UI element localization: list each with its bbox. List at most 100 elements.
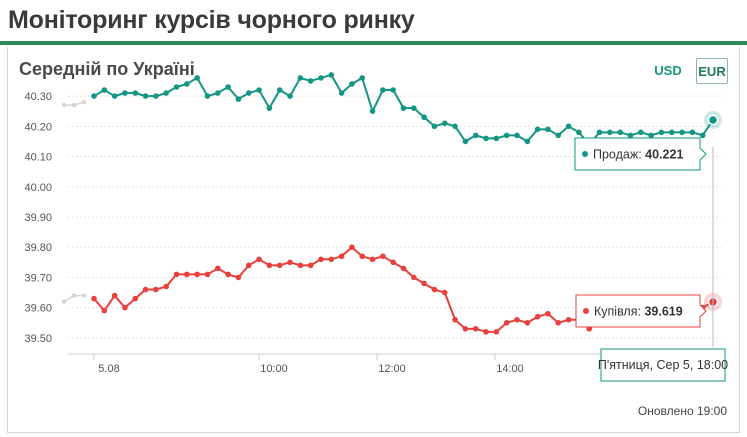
y-tick-label: 39.90: [24, 212, 52, 224]
sell-prev-day-point: [61, 102, 67, 108]
x-axis-ticks: 5.08 10:00 12:00 14:00: [98, 363, 523, 375]
y-tick-label: 39.60: [24, 303, 52, 315]
sell-point: [276, 87, 283, 93]
sell-tooltip-box: [574, 137, 707, 171]
buy-point: [452, 316, 458, 323]
buy-point: [472, 326, 479, 332]
sell-point: [122, 90, 128, 96]
time-tooltip-box: [600, 348, 726, 382]
buy-point: [411, 274, 417, 281]
buy-point: [297, 262, 304, 269]
title-underline: [0, 41, 747, 45]
sell-point: [462, 138, 469, 145]
currency-eur-button[interactable]: EUR: [696, 58, 728, 84]
sell-point: [173, 84, 180, 90]
sell-point: [318, 75, 324, 81]
sell-point: [256, 87, 262, 93]
buy-point: [287, 259, 293, 266]
buy-point: [421, 280, 427, 287]
sell-point: [297, 75, 304, 81]
sell-point: [111, 93, 118, 99]
buy-point: [245, 262, 252, 269]
buy-point: [514, 316, 520, 323]
rate-chart[interactable]: 39.50 39.60 39.70 39.80 39.90 40.00 40.10 40.20…: [8, 47, 741, 433]
buy-point: [184, 271, 190, 278]
buy-point: [204, 271, 211, 278]
buy-tooltip-value: 39.619: [644, 305, 682, 319]
sell-point: [565, 123, 572, 130]
sell-point: [194, 75, 200, 81]
buy-point: [194, 271, 200, 278]
page-title: Моніторинг курсів чорного ринку: [8, 6, 415, 34]
buy-point: [431, 286, 438, 293]
sell-point: [689, 129, 696, 136]
buy-point: [462, 326, 469, 332]
sell-point: [390, 87, 396, 93]
buy-point: [173, 271, 180, 278]
sell-point: [668, 129, 675, 136]
sell-point: [596, 129, 603, 136]
currency-usd-button[interactable]: USD: [654, 63, 682, 78]
buy-point: [153, 286, 159, 293]
chart-card: Середній по Україні USD EUR 39.50 39.60 39…: [7, 47, 740, 433]
y-tick-label: 39.50: [24, 333, 52, 345]
sell-point: [627, 132, 634, 139]
updated-time: Оновлено 19:00: [637, 404, 727, 418]
sell-point: [637, 129, 644, 136]
sell-tooltip-label: Продаж: 40.221: [593, 148, 683, 162]
sell-point: [359, 75, 366, 81]
buy-prev-day-point: [71, 293, 77, 298]
buy-point: [503, 319, 510, 326]
sell-point: [338, 90, 345, 96]
buy-tooltip-marker: [583, 308, 589, 314]
buy-point: [276, 262, 283, 269]
sell-tooltip-value: 40.221: [645, 148, 683, 162]
sell-point: [287, 93, 293, 99]
buy-point: [266, 262, 273, 269]
sell-tooltip-marker: [582, 151, 588, 157]
sell-point: [472, 132, 479, 139]
sell-point: [307, 78, 314, 84]
y-tick-label: 39.80: [24, 242, 52, 254]
sell-point: [400, 105, 407, 111]
buy-point: [101, 307, 108, 314]
buy-point: [122, 304, 128, 311]
buy-point: [225, 271, 231, 278]
buy-point: [215, 265, 221, 272]
buy-point: [400, 265, 407, 272]
buy-point: [163, 283, 170, 290]
sell-point: [421, 114, 427, 121]
sell-point: [380, 87, 386, 93]
time-tooltip-label: П'ятниця, Сер 5, 18:00: [598, 358, 728, 372]
sell-prev-day-point: [81, 99, 87, 105]
buy-point: [380, 253, 386, 260]
buy-point: [565, 316, 572, 323]
chart-tooltips: Продаж: 40.221 Купівля: 39.619 П'ятниця, С…: [574, 137, 728, 382]
y-tick-label: 40.00: [24, 182, 52, 194]
sell-point: [215, 90, 221, 96]
buy-point: [318, 256, 324, 263]
sell-point: [328, 72, 335, 78]
sell-point: [534, 126, 541, 133]
sell-point: [441, 120, 448, 127]
buy-point: [235, 274, 242, 281]
y-tick-label: 40.20: [24, 121, 52, 133]
buy-prev-day-point: [61, 299, 67, 304]
buy-point: [483, 329, 489, 335]
sell-point: [142, 93, 149, 99]
card-title: Середній по Україні: [19, 59, 195, 79]
buy-point: [328, 256, 335, 263]
y-tick-label: 40.30: [24, 91, 52, 103]
sell-point: [699, 132, 706, 139]
buy-prev-day-point: [81, 293, 87, 298]
buy-point: [555, 319, 562, 326]
buy-point: [91, 295, 97, 302]
sell-point: [91, 93, 97, 99]
x-tick-label: 12:00: [378, 363, 406, 375]
buy-point: [349, 244, 355, 251]
sell-point: [153, 93, 159, 99]
buy-point: [493, 329, 500, 335]
sell-point: [132, 90, 139, 96]
x-tick-label: 5.08: [98, 363, 119, 375]
sell-point: [184, 81, 190, 87]
